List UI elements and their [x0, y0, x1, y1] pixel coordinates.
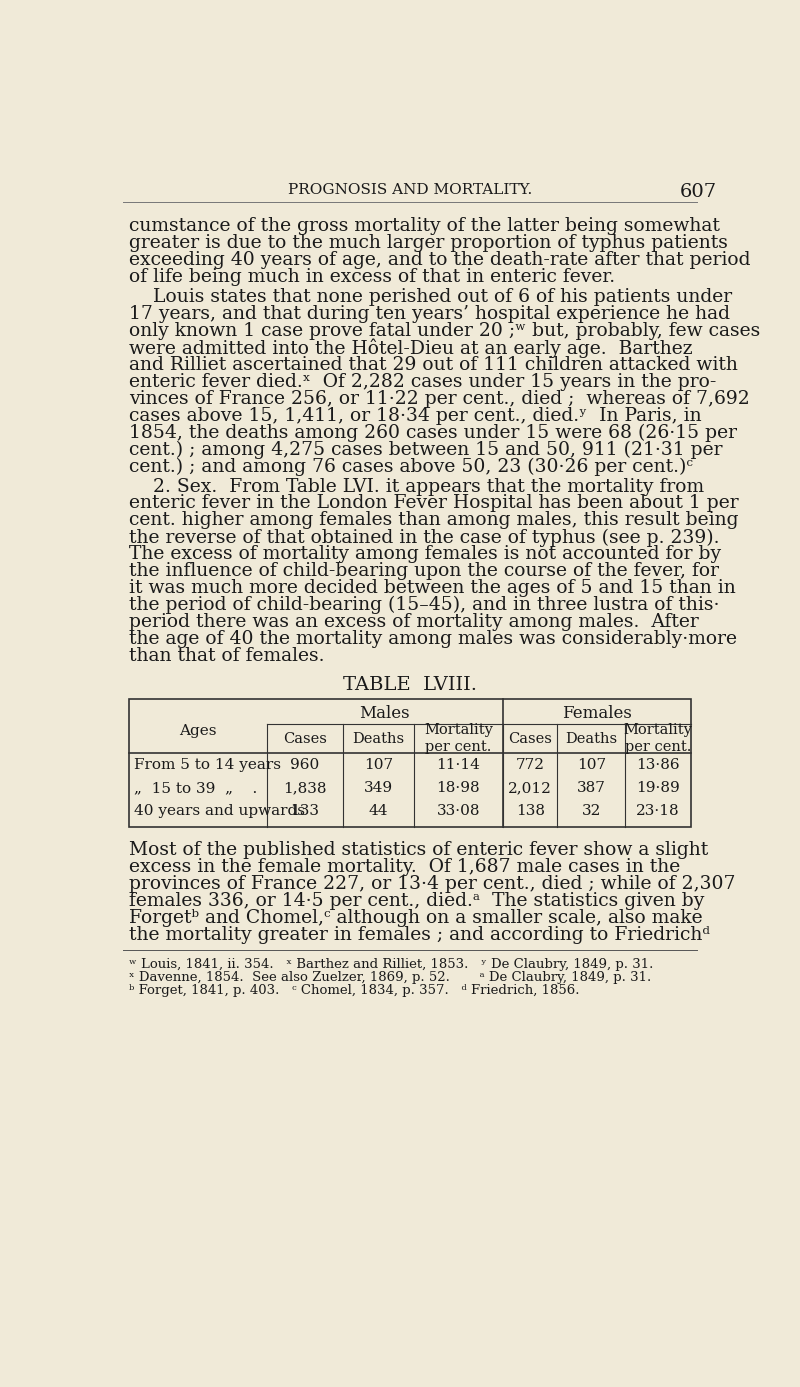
Text: the period of child-bearing (15–45), and in three lustra of this·: the period of child-bearing (15–45), and… — [130, 596, 720, 614]
Text: cases above 15, 1,411, or 18·34 per cent., died.ʸ  In Paris, in: cases above 15, 1,411, or 18·34 per cent… — [130, 406, 702, 424]
Text: 19·89: 19·89 — [636, 781, 680, 795]
Text: Cases: Cases — [508, 731, 552, 746]
Text: 44: 44 — [369, 804, 388, 818]
Text: cent.) ; and among 76 cases above 50, 23 (30·26 per cent.)ᶜ: cent.) ; and among 76 cases above 50, 23… — [130, 458, 694, 476]
Text: ˣ Davenne, 1854.  See also Zuelzer, 1869, p. 52.       ᵃ De Claubry, 1849, p. 31: ˣ Davenne, 1854. See also Zuelzer, 1869,… — [130, 971, 652, 985]
Text: period there was an excess of mortality among males.  After: period there was an excess of mortality … — [130, 613, 699, 631]
Text: 349: 349 — [364, 781, 393, 795]
Text: 138: 138 — [516, 804, 545, 818]
Text: „  15 to 39  „    .: „ 15 to 39 „ . — [134, 781, 258, 795]
Text: 13·86: 13·86 — [636, 757, 680, 771]
Text: it was much more decided between the ages of 5 and 15 than in: it was much more decided between the age… — [130, 580, 736, 598]
Text: Louis states that none perished out of 6 of his patients under: Louis states that none perished out of 6… — [130, 288, 733, 307]
Text: the reverse of that obtained in the case of typhus (see p. 239).: the reverse of that obtained in the case… — [130, 528, 720, 546]
Text: 33·08: 33·08 — [437, 804, 480, 818]
Text: and Rilliet ascertained that 29 out of 111 children attacked with: and Rilliet ascertained that 29 out of 1… — [130, 356, 738, 374]
Text: excess in the female mortality.  Of 1,687 male cases in the: excess in the female mortality. Of 1,687… — [130, 859, 681, 877]
Text: From 5 to 14 years  .: From 5 to 14 years . — [134, 757, 296, 771]
Text: 17 years, and that during ten years’ hospital experience he had: 17 years, and that during ten years’ hos… — [130, 305, 730, 323]
Text: only known 1 case prove fatal under 20 ;ʷ but, probably, few cases: only known 1 case prove fatal under 20 ;… — [130, 322, 761, 340]
Text: Mortality
per cent.: Mortality per cent. — [424, 724, 493, 753]
Text: the age of 40 the mortality among males was considerably·more: the age of 40 the mortality among males … — [130, 630, 738, 648]
Text: Deaths: Deaths — [566, 731, 618, 746]
Text: provinces of France 227, or 13·4 per cent., died ; while of 2,307: provinces of France 227, or 13·4 per cen… — [130, 875, 736, 893]
Text: 11·14: 11·14 — [437, 757, 480, 771]
Text: of life being much in excess of that in enteric fever.: of life being much in excess of that in … — [130, 268, 615, 286]
Text: greater is due to the much larger proportion of typhus patients: greater is due to the much larger propor… — [130, 234, 728, 252]
Bar — [130, 699, 690, 827]
Text: females 336, or 14·5 per cent., died.ᵃ  The statistics given by: females 336, or 14·5 per cent., died.ᵃ T… — [130, 892, 705, 910]
Text: 387: 387 — [577, 781, 606, 795]
Text: cent.) ; among 4,275 cases between 15 and 50, 911 (21·31 per: cent.) ; among 4,275 cases between 15 an… — [130, 441, 723, 459]
Text: 607: 607 — [680, 183, 717, 201]
Text: Forgetᵇ and Chomel,ᶜ although on a smaller scale, also make: Forgetᵇ and Chomel,ᶜ although on a small… — [130, 908, 703, 927]
Text: The excess of mortality among females is not accounted for by: The excess of mortality among females is… — [130, 545, 722, 563]
Text: cumstance of the gross mortality of the latter being somewhat: cumstance of the gross mortality of the … — [130, 218, 720, 236]
Text: ᵇ Forget, 1841, p. 403.   ᶜ Chomel, 1834, p. 357.   ᵈ Friedrich, 1856.: ᵇ Forget, 1841, p. 403. ᶜ Chomel, 1834, … — [130, 985, 580, 997]
Text: ʷ Louis, 1841, ii. 354.   ˣ Barthez and Rilliet, 1853.   ʸ De Claubry, 1849, p. : ʷ Louis, 1841, ii. 354. ˣ Barthez and Ri… — [130, 958, 654, 971]
Text: 1,838: 1,838 — [283, 781, 326, 795]
Text: 23·18: 23·18 — [636, 804, 680, 818]
Text: were admitted into the Hôtel-Dieu at an early age.  Barthez: were admitted into the Hôtel-Dieu at an … — [130, 338, 693, 358]
Text: 107: 107 — [577, 757, 606, 771]
Text: the influence of child-bearing upon the course of the fever, for: the influence of child-bearing upon the … — [130, 562, 719, 580]
Text: Males: Males — [359, 706, 410, 723]
Text: 40 years and upwards: 40 years and upwards — [134, 804, 305, 818]
Text: Most of the published statistics of enteric fever show a slight: Most of the published statistics of ente… — [130, 841, 709, 859]
Text: enteric fever in the London Fever Hospital has been about 1 per: enteric fever in the London Fever Hospit… — [130, 494, 739, 512]
Text: 772: 772 — [516, 757, 545, 771]
Text: cent. higher among females than among males, this result being: cent. higher among females than among ma… — [130, 512, 739, 530]
Text: Cases: Cases — [282, 731, 326, 746]
Text: than that of females.: than that of females. — [130, 646, 325, 664]
Text: enteric fever died.ˣ  Of 2,282 cases under 15 years in the pro-: enteric fever died.ˣ Of 2,282 cases unde… — [130, 373, 717, 391]
Text: 2. Sex.  From Table LVI. it appears that the mortality from: 2. Sex. From Table LVI. it appears that … — [130, 477, 705, 495]
Text: Ages: Ages — [179, 724, 217, 738]
Text: 18·98: 18·98 — [437, 781, 480, 795]
Text: 133: 133 — [290, 804, 319, 818]
Text: Mortality
per cent.: Mortality per cent. — [623, 724, 693, 753]
Text: the mortality greater in females ; and according to Friedrichᵈ: the mortality greater in females ; and a… — [130, 925, 710, 943]
Text: 107: 107 — [364, 757, 393, 771]
Text: PROGNOSIS AND MORTALITY.: PROGNOSIS AND MORTALITY. — [288, 183, 532, 197]
Text: 2,012: 2,012 — [508, 781, 552, 795]
Text: 32: 32 — [582, 804, 601, 818]
Text: exceeding 40 years of age, and to the death-rate after that period: exceeding 40 years of age, and to the de… — [130, 251, 751, 269]
Text: Deaths: Deaths — [352, 731, 404, 746]
Text: 1854, the deaths among 260 cases under 15 were 68 (26·15 per: 1854, the deaths among 260 cases under 1… — [130, 423, 738, 442]
Text: TABLE  LVIII.: TABLE LVIII. — [343, 677, 477, 694]
Text: Females: Females — [562, 706, 632, 723]
Text: 960: 960 — [290, 757, 319, 771]
Text: vinces of France 256, or 11·22 per cent., died ;  whereas of 7,692: vinces of France 256, or 11·22 per cent.… — [130, 390, 750, 408]
